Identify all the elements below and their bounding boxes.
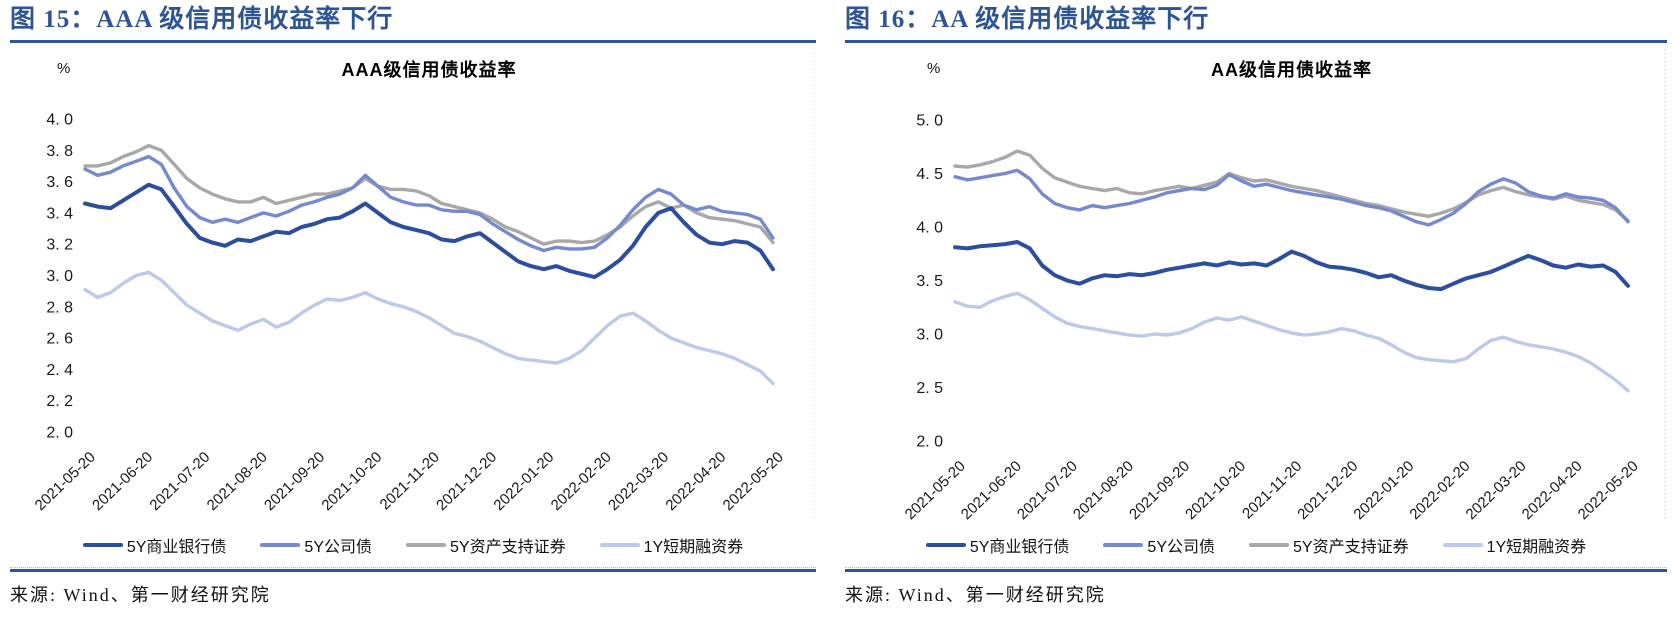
- footer-rule: [10, 569, 816, 572]
- svg-text:2022-03-20: 2022-03-20: [605, 449, 672, 515]
- legend-item: 5Y资产支持证券: [406, 533, 566, 557]
- legend-label: 5Y公司债: [304, 539, 372, 556]
- svg-text:2021-12-20: 2021-12-20: [433, 449, 500, 515]
- svg-text:2021-05-20: 2021-05-20: [32, 449, 99, 515]
- svg-text:2. 4: 2. 4: [46, 362, 73, 379]
- legend-item: 5Y公司债: [260, 533, 372, 557]
- svg-text:2022-04-20: 2022-04-20: [662, 449, 729, 515]
- legend-label: 5Y资产支持证券: [1293, 539, 1409, 556]
- svg-text:4. 0: 4. 0: [916, 220, 943, 237]
- legend-item: 5Y公司债: [1103, 533, 1215, 557]
- svg-text:3. 5: 3. 5: [916, 273, 943, 290]
- series-line-1: [83, 154, 775, 253]
- figure-caption: 图 16：AA 级信用债收益率下行: [845, 6, 1210, 33]
- legend-line-swatch: [1249, 543, 1289, 547]
- series-line-0: [953, 240, 1630, 292]
- svg-text:3. 4: 3. 4: [46, 205, 73, 222]
- y-axis-labels: 4. 0 3. 8 3. 6 3. 4 3. 2 3. 0 2. 8 2. 6 2. 4 2. 2…: [46, 112, 73, 442]
- y-axis-unit: %: [927, 60, 940, 77]
- yield-chart-aa: % AA级信用债收益率 5. 0 4. 5 4. 0 3. 5 3. 0 2. 5 2. 0 20…: [902, 49, 1666, 521]
- svg-text:4. 5: 4. 5: [916, 166, 943, 183]
- caption-rule: [10, 40, 816, 43]
- legend-label: 5Y资产支持证券: [450, 539, 566, 556]
- svg-text:2021-07-20: 2021-07-20: [146, 449, 213, 515]
- svg-text:2021-06-20: 2021-06-20: [89, 449, 156, 515]
- chart-title: AAA级信用债收益率: [342, 59, 517, 80]
- svg-text:2. 5: 2. 5: [916, 380, 943, 397]
- source-note: 来源: Wind、第一财经研究院: [10, 585, 271, 605]
- legend-line-swatch: [82, 543, 123, 547]
- legend-line-swatch: [599, 543, 640, 547]
- legend-item: 5Y资产支持证券: [1249, 533, 1409, 557]
- svg-text:2021-11-20: 2021-11-20: [377, 449, 443, 514]
- legend-line-swatch: [406, 543, 446, 547]
- legend-label: 5Y商业银行债: [969, 539, 1070, 556]
- y-axis-labels: 5. 0 4. 5 4. 0 3. 5 3. 0 2. 5 2. 0: [916, 113, 943, 451]
- legend-line-swatch: [925, 543, 966, 547]
- svg-text:3. 6: 3. 6: [46, 174, 73, 191]
- chart-box-aaa: % AAA级信用债收益率 4. 0 3. 8 3. 6 3. 4 3. 2 3. 0 2. 8 2…: [10, 43, 816, 521]
- series-line-0: [83, 182, 775, 280]
- legend-item: 1Y短期融资券: [1442, 533, 1587, 557]
- svg-text:2021-09-20: 2021-09-20: [261, 449, 328, 515]
- cell-border-dotted: [845, 567, 1667, 569]
- legend-label: 1Y短期融资券: [1486, 539, 1587, 556]
- svg-text:3. 0: 3. 0: [46, 268, 73, 285]
- legend-line-swatch: [1103, 543, 1144, 547]
- svg-text:4. 0: 4. 0: [46, 112, 73, 129]
- svg-text:2022-01-20: 2022-01-20: [490, 449, 557, 515]
- figure-15-aaa-credit-yield: 图 15：AAA 级信用债收益率下行 % AAA级信用债收益率 4. 0 3. 8 3.…: [10, 0, 816, 625]
- series-line-2: [83, 143, 775, 246]
- chart-legend-aa: 5Y商业银行债 5Y公司债 5Y资产支持证券 1Y短期融资券: [845, 533, 1667, 557]
- source-note: 来源: Wind、第一财经研究院: [845, 585, 1106, 605]
- legend-label: 5Y公司债: [1147, 539, 1215, 556]
- svg-text:2. 0: 2. 0: [916, 434, 943, 451]
- legend-line-swatch: [1442, 543, 1483, 547]
- legend-item: 5Y商业银行债: [925, 533, 1070, 557]
- x-axis-labels: 2021-05-202021-06-202021-07-202021-08-20…: [32, 449, 787, 515]
- series-line-3: [83, 270, 775, 386]
- svg-text:2021-10-20: 2021-10-20: [318, 449, 385, 515]
- y-axis-unit: %: [57, 60, 70, 77]
- series-line-1: [953, 168, 1630, 227]
- svg-text:2022-05-20: 2022-05-20: [1575, 458, 1642, 521]
- x-axis-labels: 2021-05-202021-06-202021-07-202021-08-20…: [902, 458, 1642, 521]
- svg-text:3. 0: 3. 0: [916, 327, 943, 344]
- figure-16-aa-credit-yield: 图 16：AA 级信用债收益率下行 % AA级信用债收益率 5. 0 4. 5 4. 0…: [845, 0, 1667, 625]
- svg-text:2. 0: 2. 0: [46, 425, 73, 442]
- figure-caption: 图 15：AAA 级信用债收益率下行: [10, 6, 394, 33]
- svg-text:3. 8: 3. 8: [46, 143, 73, 160]
- svg-text:2. 6: 2. 6: [46, 331, 73, 348]
- chart-box-aa: % AA级信用债收益率 5. 0 4. 5 4. 0 3. 5 3. 0 2. 5 2. 0 20…: [845, 43, 1667, 521]
- caption-rule: [845, 40, 1667, 43]
- series-line-2: [953, 149, 1630, 223]
- legend-item: 1Y短期融资券: [599, 533, 744, 557]
- svg-text:5. 0: 5. 0: [916, 113, 943, 130]
- legend-label: 5Y商业银行债: [126, 539, 227, 556]
- series-line-3: [953, 291, 1630, 393]
- legend-item: 5Y商业银行债: [82, 533, 227, 557]
- chart-title: AA级信用债收益率: [1211, 59, 1372, 80]
- svg-text:2022-05-20: 2022-05-20: [720, 449, 787, 515]
- legend-label: 1Y短期融资券: [643, 539, 744, 556]
- footer-rule: [845, 569, 1667, 572]
- cell-border-dotted: [10, 567, 816, 569]
- chart-legend-aaa: 5Y商业银行债 5Y公司债 5Y资产支持证券 1Y短期融资券: [10, 533, 816, 557]
- yield-chart-aaa: % AAA级信用债收益率 4. 0 3. 8 3. 6 3. 4 3. 2 3. 0 2. 8 2…: [32, 49, 815, 521]
- svg-text:2022-02-20: 2022-02-20: [548, 449, 615, 515]
- svg-text:2021-08-20: 2021-08-20: [204, 449, 271, 515]
- svg-text:2. 2: 2. 2: [46, 393, 73, 410]
- svg-text:2. 8: 2. 8: [46, 299, 73, 316]
- svg-text:3. 2: 3. 2: [46, 237, 73, 254]
- legend-line-swatch: [260, 543, 301, 547]
